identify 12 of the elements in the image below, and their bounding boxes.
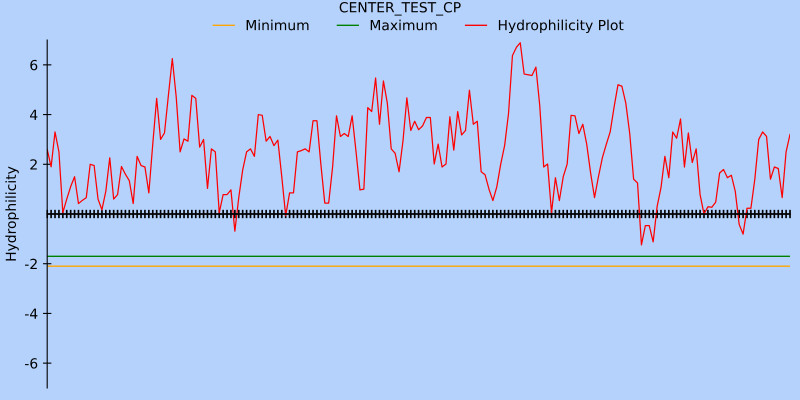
legend-label: Hydrophilicity Plot xyxy=(498,20,624,34)
y-tick-label: 6 xyxy=(30,60,38,70)
y-tick-label: 2 xyxy=(30,159,37,170)
y-axis-title: Hydrophilicity xyxy=(5,166,19,261)
y-tick-label: -2 xyxy=(25,258,37,269)
y-tick-label: 4 xyxy=(30,110,38,120)
y-tick-label: -4 xyxy=(25,308,38,319)
line-series xyxy=(47,42,790,246)
legend-label: Maximum xyxy=(370,20,437,30)
chart-title: CENTER_TEST_CP xyxy=(340,2,461,16)
y-tick-label: -6 xyxy=(25,358,38,369)
legend-label: Minimum xyxy=(246,20,308,30)
